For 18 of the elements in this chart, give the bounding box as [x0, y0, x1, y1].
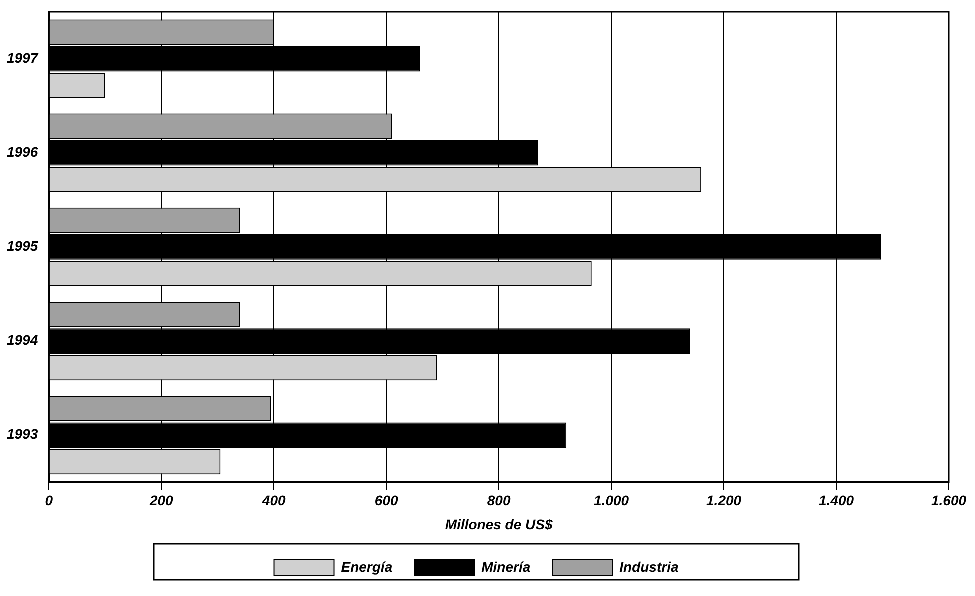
y-tick-label: 1995	[6, 238, 38, 254]
y-tick-label: 1994	[6, 332, 38, 348]
x-axis-title: Millones de US$	[445, 516, 553, 532]
legend-label: Minería	[482, 558, 531, 575]
x-tick-label: 600	[374, 492, 398, 509]
x-tick-label: 1.600	[931, 492, 967, 509]
x-tick-label: 1.000	[594, 492, 630, 509]
x-tick-label: 400	[261, 492, 286, 509]
legend-label: Industria	[620, 558, 679, 575]
y-tick-label: 1993	[6, 426, 38, 442]
x-tick-label: 1.200	[706, 492, 742, 509]
y-tick-label: 1996	[6, 144, 38, 160]
y-tick-label: 1997	[6, 50, 40, 66]
x-tick-label: 0	[45, 492, 54, 509]
x-tick-label: 200	[148, 492, 174, 509]
x-tick-label: 800	[487, 492, 511, 509]
legend-label: Energía	[341, 558, 393, 575]
x-tick-label: 1.400	[818, 492, 854, 509]
